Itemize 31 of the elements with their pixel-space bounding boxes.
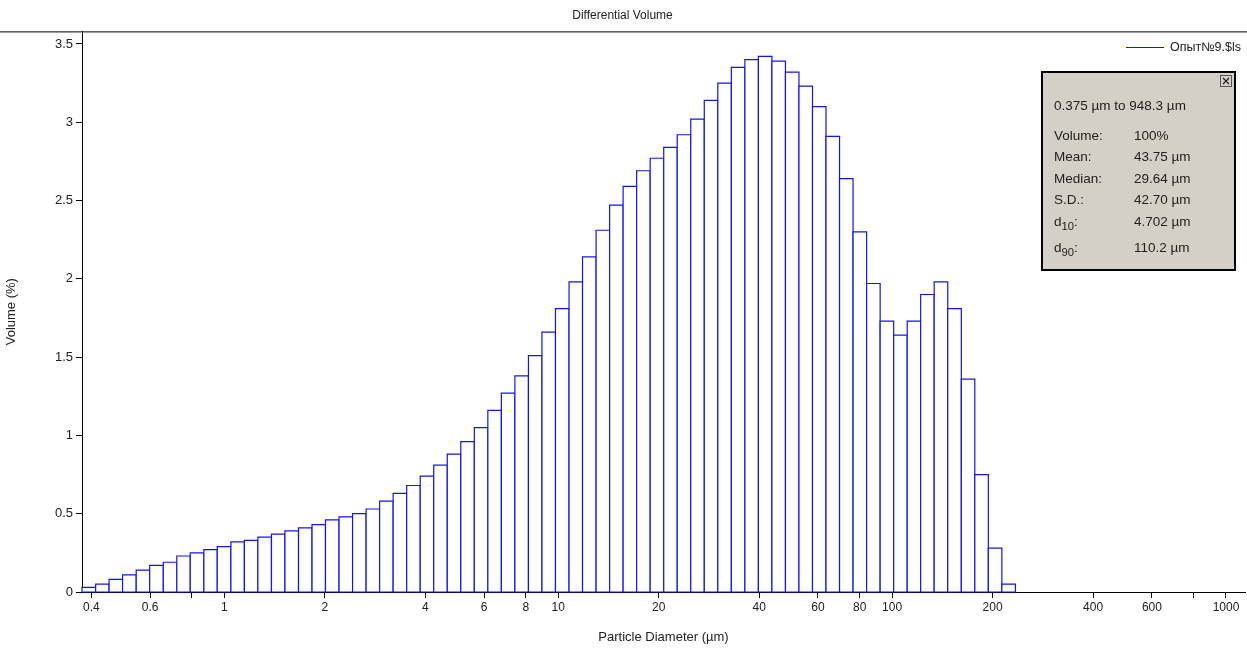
y-tick-label: 1 <box>65 426 73 442</box>
x-tick-label: 80 <box>853 599 867 614</box>
x-tick-label: 2 <box>321 599 329 614</box>
y-tick-label: 3 <box>65 113 73 129</box>
y-tick-label: 1.5 <box>54 348 73 364</box>
y-tick-label: 2 <box>65 270 73 286</box>
x-tick-label: 1000 <box>1212 599 1240 614</box>
x-tick-label: 40 <box>752 599 767 614</box>
x-tick-label: 200 <box>982 599 1003 614</box>
x-tick-label: 0.4 <box>83 599 101 614</box>
x-tick-label: 1 <box>220 599 228 614</box>
x-tick-label: 600 <box>1141 599 1163 614</box>
x-tick-label: 10 <box>551 599 566 614</box>
x-tick-label: 6 <box>480 599 488 614</box>
stats-panel: 0.375 µm to 948.3 µm Volume: 100% Mean: 43.75 µm Median: 29.64 µm S.D.: 42.70 µm d$_{10}$: 4.702 µm d$_{90}$: 110.2 µm <box>1041 71 1236 271</box>
legend-label: Опыт№9.$ls <box>1169 40 1241 54</box>
y-tick-label: 0 <box>65 583 73 599</box>
x-tick-label: 0.6 <box>141 599 159 614</box>
y-tick-label: 0.5 <box>54 505 73 521</box>
x-tick-label: 100 <box>882 599 903 614</box>
y-tick-label: 2.5 <box>54 192 73 208</box>
y-axis-title: Volume (%) <box>3 278 19 346</box>
x-tick-label: 400 <box>1083 599 1104 614</box>
x-tick-label: 20 <box>652 599 666 614</box>
annotation: 0.375 µm to 948.3 µm <box>1054 97 1187 115</box>
y-tick-label: 3.5 <box>54 35 73 51</box>
x-tick-label: 60 <box>811 599 825 614</box>
chart-title: Differential Volume <box>572 7 674 22</box>
x-axis-title: Particle Diameter (µm) <box>598 628 729 644</box>
x-tick-label: 4 <box>421 599 429 614</box>
x-tick-label: 8 <box>522 599 530 614</box>
